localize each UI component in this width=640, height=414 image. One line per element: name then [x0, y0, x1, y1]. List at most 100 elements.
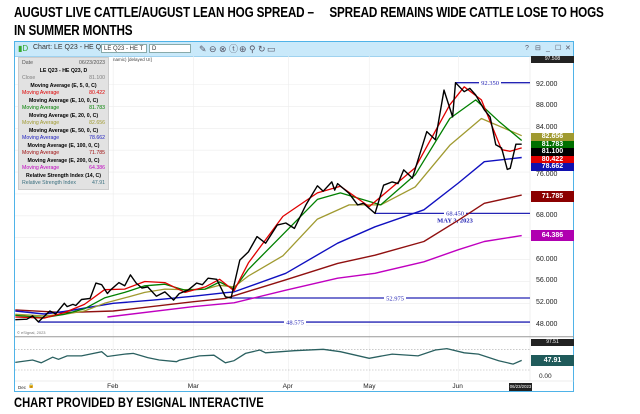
- tooltip-row: Moving Average (E, 50, 0, C): [22, 128, 105, 136]
- price-axis-label: 56.000: [536, 277, 558, 285]
- tooltip-row-label: Moving Average (E, 20, 0, C): [28, 112, 99, 119]
- tooltip-row-label: Moving Average: [22, 105, 60, 111]
- price-axis-label: 48.000: [536, 321, 558, 329]
- tooltip-row: Moving Average 82.656: [22, 120, 105, 128]
- tooltip-row-label: Moving Average: [22, 165, 60, 171]
- tooltip-row-label: Moving Average (E, 50, 0, C): [28, 127, 99, 134]
- level-label: 52.975: [386, 295, 404, 302]
- rsi-axis-zero-label: 0.00: [539, 373, 552, 380]
- rsi-top-tag: 97.51: [531, 339, 574, 346]
- maximize-icon[interactable]: ☐: [555, 45, 562, 52]
- price-axis-top-tag: 97.508: [531, 56, 574, 63]
- data-tooltip: Date 06/23/2023 LE Q23 - HE Q23, D Close 8…: [18, 57, 109, 190]
- level-label-bg: [284, 318, 306, 326]
- level-label: 92.350: [481, 80, 499, 87]
- ma5-line: [15, 86, 522, 319]
- pencil-icon[interactable]: ✎: [199, 44, 207, 54]
- tooltip-row-label: Moving Average: [22, 90, 60, 96]
- date-axis-label: Dec: [18, 385, 27, 390]
- level-label-bg: [384, 294, 406, 302]
- restore-icon[interactable]: ⊟: [535, 45, 541, 52]
- value-tag: 81.100: [531, 148, 574, 156]
- tooltip-row: Moving Average (E, 5, 0, C): [22, 83, 105, 91]
- close-icon[interactable]: ✕: [565, 45, 571, 52]
- price-axis-label: 92.000: [536, 80, 558, 88]
- t-circle-icon[interactable]: ⓣ: [229, 44, 239, 54]
- tooltip-row-label: Moving Average (E, 200, 0, C): [27, 157, 100, 164]
- chat-icon[interactable]: ▭: [267, 44, 276, 54]
- plus-circle-icon[interactable]: ⊕: [239, 44, 247, 54]
- price-axis-label: 68.000: [536, 211, 558, 219]
- price-axis-label: 84.000: [536, 124, 558, 132]
- date-axis-label: Apr: [282, 383, 293, 390]
- tooltip-row-label: Relative Strength Index (14, C): [26, 172, 101, 179]
- refresh-icon[interactable]: ↻: [258, 44, 266, 54]
- tooltip-date-label: Date: [22, 60, 33, 66]
- lock-icon: 🔒: [28, 383, 35, 389]
- tooltip-row-label: Moving Average (E, 100, 0, C): [27, 142, 100, 149]
- chart-credit: CHART PROVIDED BY ESIGNAL INTERACTIVE: [14, 394, 264, 410]
- date-axis-label: Mar: [187, 383, 199, 390]
- tooltip-row-value: 78.662: [89, 135, 105, 141]
- tooltip-row: Moving Average 71.785: [22, 150, 105, 158]
- tooltip-symbol: LE Q23 - HE Q23, D: [39, 67, 88, 74]
- tooltip-row-value: 81.783: [89, 105, 105, 111]
- value-tag: 82.656: [531, 133, 574, 141]
- tooltip-row-value: 71.785: [89, 150, 105, 156]
- tooltip-row: Relative Strength Index 47.91: [22, 180, 105, 188]
- rsi-current-tag: 47.91: [531, 355, 574, 366]
- rsi-line: [15, 347, 522, 365]
- price-axis-label: 52.000: [536, 299, 558, 307]
- price-axis-label: 88.000: [536, 102, 558, 110]
- ma100-line: [15, 194, 522, 314]
- tooltip-row-value: 81.100: [89, 75, 105, 81]
- link-icon[interactable]: ⚲: [249, 44, 256, 54]
- tooltip-row-value: 64.386: [89, 165, 105, 171]
- tooltip-row: Moving Average 64.386: [22, 165, 105, 173]
- level-label: 48.575: [286, 319, 304, 326]
- tooltip-row: Close 81.100: [22, 75, 105, 83]
- tooltip-row-label: Relative Strength Index: [22, 180, 76, 186]
- tooltip-row-label: Moving Average (E, 10, 0, C): [28, 97, 99, 104]
- help-icon[interactable]: ?: [525, 45, 529, 52]
- tooltip-row: Relative Strength Index (14, C): [22, 173, 105, 181]
- tooltip-row: Moving Average 78.662: [22, 135, 105, 143]
- level-label: 68.450: [446, 211, 464, 218]
- level-label-bg: [444, 209, 466, 217]
- ma200-line: [107, 234, 522, 318]
- chart-toolbar: ▮D Chart: LE Q23 - HE Q23, D LE Q23 - HE…: [15, 42, 573, 57]
- tooltip-row: Moving Average 81.783: [22, 105, 105, 113]
- tooltip-row-label: Close: [22, 75, 36, 81]
- tooltip-row-value: 80.422: [89, 90, 105, 96]
- tooltip-row: Moving Average (E, 10, 0, C): [22, 98, 105, 106]
- price-axis-label: 76.000: [536, 171, 558, 178]
- tooltip-row-label: Moving Average: [22, 150, 60, 156]
- level-sublabel: MAY 3, 2023: [437, 217, 474, 224]
- price-axis-label: 60.000: [536, 255, 558, 263]
- value-tag: 81.783: [531, 140, 574, 149]
- tooltip-row: Moving Average (E, 200, 0, C): [22, 158, 105, 166]
- data-status-text: namic) [delayed UI]: [113, 57, 152, 62]
- tooltip-row-label: Moving Average (E, 5, 0, C): [30, 82, 97, 89]
- copyright-text: © eSignal, 2023: [17, 330, 46, 335]
- last-date-tag: 06/23/2023: [509, 383, 532, 391]
- date-axis-label: Jun: [452, 383, 463, 390]
- tooltip-row-value: 82.656: [89, 120, 105, 126]
- ma50-line: [15, 156, 522, 315]
- value-tag: 64.386: [531, 230, 574, 241]
- minimize-icon[interactable]: _: [546, 45, 550, 52]
- value-tag: 80.422: [531, 155, 574, 164]
- tooltip-row: Moving Average 80.422: [22, 90, 105, 98]
- x-circle-icon[interactable]: ⊗: [219, 44, 227, 54]
- tooltip-row-label: Moving Average: [22, 120, 60, 126]
- level-label-bg: [479, 79, 501, 87]
- tooltip-row-label: Moving Average: [22, 135, 60, 141]
- minus-circle-icon[interactable]: ⊖: [209, 44, 217, 54]
- value-tag: 78.662: [531, 163, 574, 171]
- tooltip-row-value: 47.91: [92, 180, 105, 186]
- symbol-input[interactable]: LE Q23 - HE T: [101, 44, 147, 53]
- value-tag: 71.785: [531, 191, 574, 202]
- interval-input[interactable]: D: [149, 44, 191, 53]
- date-axis-label: Feb: [107, 383, 119, 390]
